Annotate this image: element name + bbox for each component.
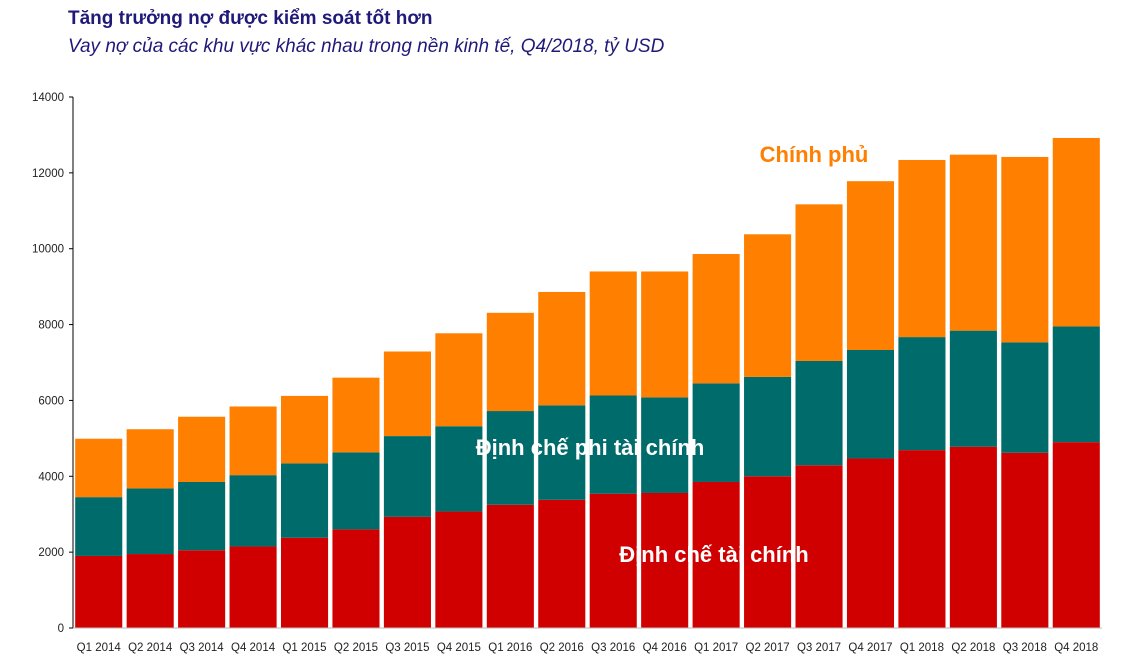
bar-financial-13 (692, 481, 740, 628)
bar-financial-9 (486, 504, 534, 628)
bar-government-11 (589, 271, 637, 396)
x-tick-label: Q2 2018 (951, 642, 995, 654)
bar-financial-18 (949, 446, 997, 628)
x-tick-label: Q4 2014 (231, 642, 276, 654)
bar-nonfinancial-10 (538, 405, 586, 500)
bar-government-7 (383, 351, 431, 437)
bar-financial-4 (229, 546, 277, 628)
bar-government-6 (332, 377, 380, 453)
bar-nonfinancial-14 (744, 376, 792, 477)
bar-government-10 (538, 291, 586, 406)
y-tick-label: 0 (58, 623, 64, 635)
bar-nonfinancial-8 (435, 426, 483, 512)
bar-financial-16 (846, 458, 895, 628)
bar-nonfinancial-20 (1052, 326, 1100, 443)
bar-nonfinancial-15 (795, 360, 843, 466)
y-tick-label: 14000 (32, 92, 64, 104)
x-tick-label: Q2 2017 (746, 642, 790, 654)
bar-government-8 (435, 333, 483, 427)
bar-government-12 (641, 271, 689, 398)
bar-financial-20 (1052, 442, 1100, 628)
x-tick-label: Q1 2017 (694, 642, 738, 654)
bar-nonfinancial-11 (589, 395, 637, 494)
bar-financial-8 (435, 511, 483, 628)
bar-nonfinancial-2 (126, 488, 174, 555)
y-tick-label: 6000 (38, 395, 64, 407)
x-tick-label: Q2 2014 (128, 642, 173, 654)
bar-financial-14 (744, 476, 792, 628)
bar-nonfinancial-12 (641, 397, 689, 493)
bar-nonfinancial-1 (75, 497, 123, 556)
bar-government-13 (692, 254, 740, 384)
bar-financial-15 (795, 465, 843, 628)
bar-nonfinancial-4 (229, 475, 277, 547)
bar-government-16 (846, 181, 895, 350)
x-tick-label: Q3 2018 (1003, 642, 1047, 654)
bar-government-5 (280, 395, 329, 464)
bar-government-18 (949, 154, 997, 331)
bar-financial-17 (898, 450, 946, 628)
bar-nonfinancial-9 (486, 411, 534, 505)
y-tick-label: 10000 (32, 244, 64, 256)
bar-government-9 (486, 312, 534, 412)
x-tick-label: Q1 2016 (488, 642, 532, 654)
x-tick-label: Q4 2018 (1054, 642, 1098, 654)
x-tick-label: Q3 2017 (797, 642, 841, 654)
bar-financial-2 (126, 554, 174, 628)
bar-nonfinancial-5 (280, 463, 329, 538)
bar-government-4 (229, 406, 277, 476)
bar-financial-1 (75, 555, 123, 628)
bar-financial-11 (589, 493, 637, 628)
bar-nonfinancial-16 (846, 349, 895, 459)
bar-government-1 (75, 438, 123, 498)
bar-nonfinancial-7 (383, 436, 431, 517)
bar-financial-7 (383, 516, 431, 628)
bar-government-15 (795, 204, 843, 361)
x-tick-label: Q3 2015 (385, 642, 429, 654)
x-tick-label: Q4 2017 (848, 642, 892, 654)
chart-subtitle: Vay nợ của các khu vực khác nhau trong n… (68, 36, 665, 57)
series-label-government: Chính phủ (760, 142, 869, 167)
x-tick-label: Q2 2016 (540, 642, 584, 654)
y-tick-label: 2000 (38, 547, 64, 559)
bar-nonfinancial-6 (332, 452, 380, 530)
bar-financial-5 (280, 537, 329, 628)
x-tick-label: Q1 2015 (282, 642, 326, 654)
chart-title: Tăng trưởng nợ được kiểm soát tốt hơn (68, 8, 433, 29)
bar-government-2 (126, 429, 174, 489)
series-label-financial: Định chế tài chính (619, 542, 808, 567)
bar-government-3 (178, 416, 226, 482)
bar-nonfinancial-13 (692, 383, 740, 482)
bar-nonfinancial-17 (898, 337, 946, 451)
bar-financial-19 (1001, 452, 1049, 628)
y-tick-label: 8000 (38, 320, 64, 332)
bar-government-19 (1001, 156, 1049, 343)
x-tick-label: Q1 2018 (900, 642, 944, 654)
bar-government-17 (898, 159, 946, 338)
x-tick-label: Q1 2014 (77, 642, 122, 654)
x-tick-label: Q4 2015 (437, 642, 481, 654)
bar-nonfinancial-19 (1001, 342, 1049, 453)
bar-government-20 (1052, 137, 1100, 327)
bar-government-14 (744, 234, 792, 377)
bar-nonfinancial-18 (949, 330, 997, 447)
x-tick-label: Q3 2016 (591, 642, 635, 654)
x-tick-label: Q3 2014 (180, 642, 225, 654)
bar-financial-12 (641, 492, 689, 628)
y-tick-label: 4000 (38, 471, 64, 483)
bar-nonfinancial-3 (178, 481, 226, 551)
x-tick-label: Q2 2015 (334, 642, 378, 654)
x-tick-label: Q4 2016 (643, 642, 687, 654)
bar-financial-6 (332, 529, 380, 628)
bar-financial-3 (178, 550, 226, 628)
bar-financial-10 (538, 499, 586, 628)
series-label-nonfinancial: Định chế phi tài chính (476, 435, 705, 460)
y-tick-label: 12000 (32, 168, 64, 180)
